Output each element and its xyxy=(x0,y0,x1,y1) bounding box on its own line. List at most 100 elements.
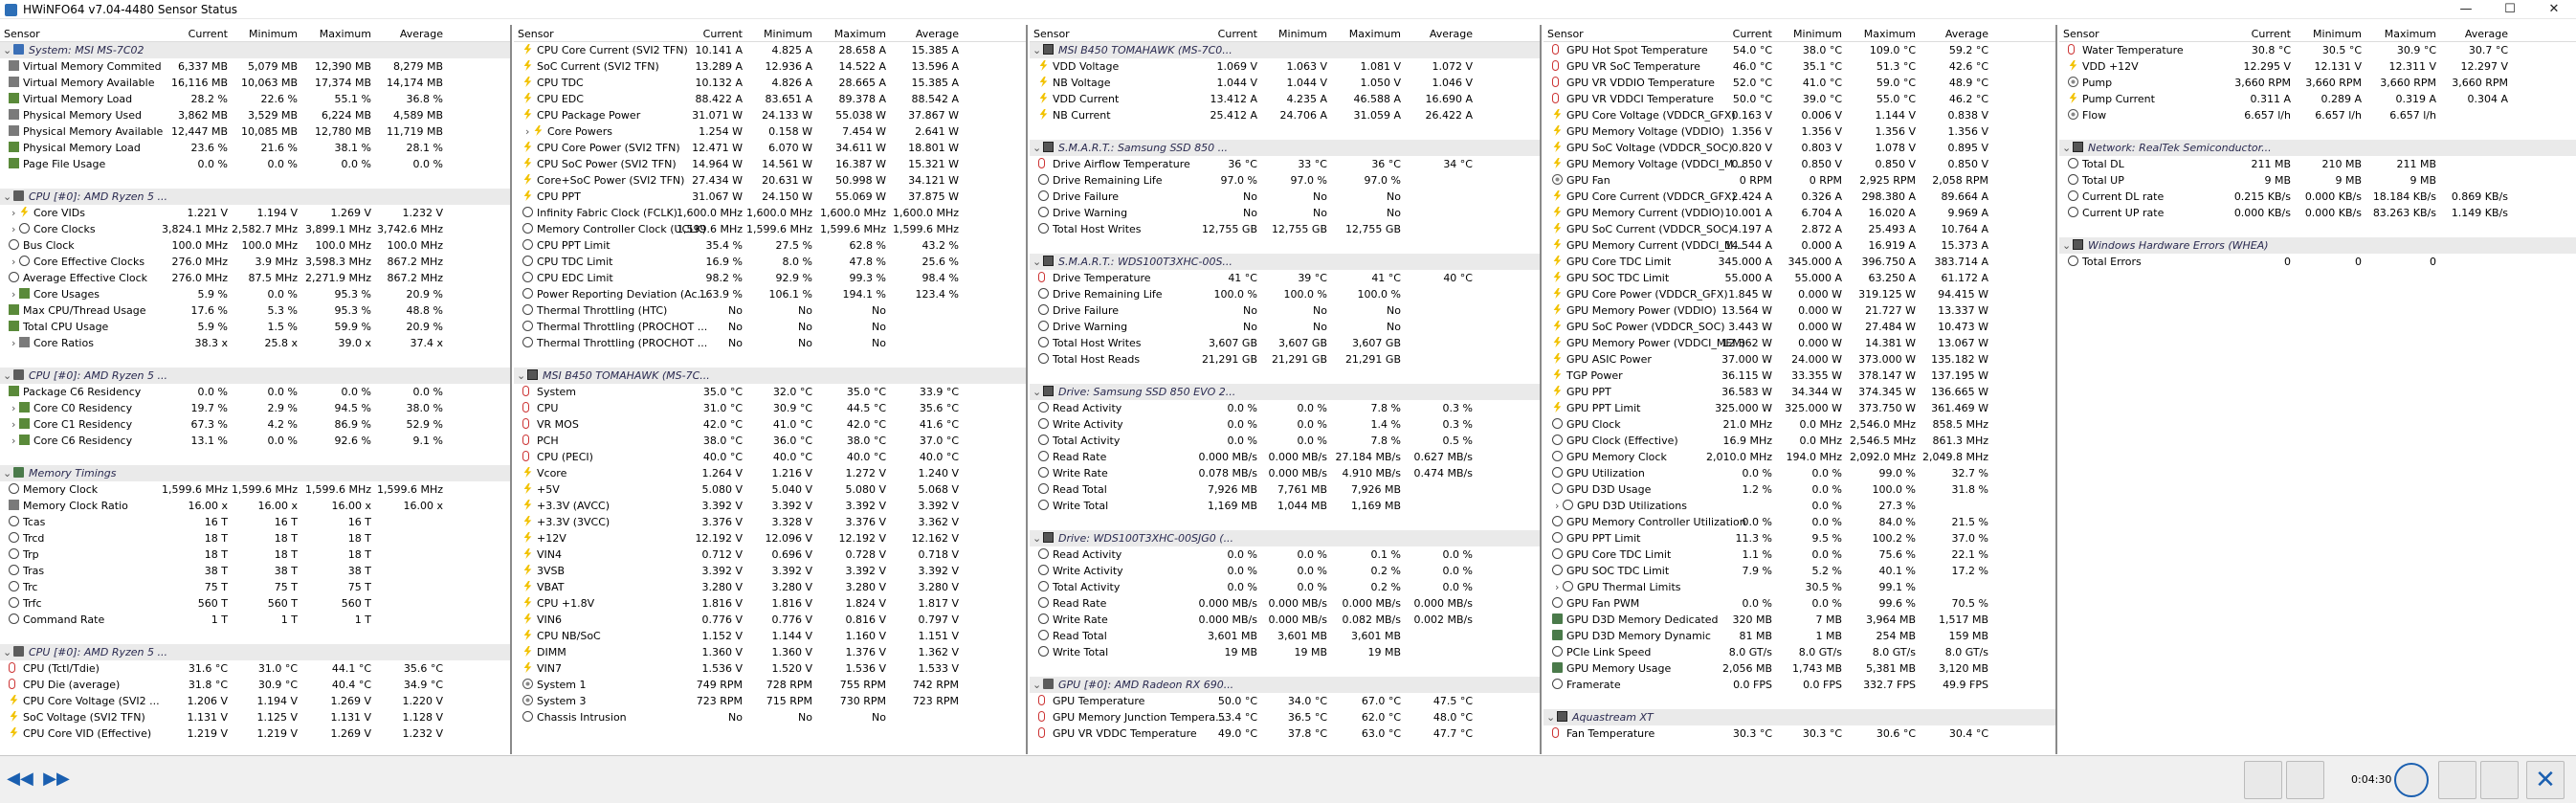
close-button[interactable]: ✕ xyxy=(2548,2,2560,16)
sensor-panel-4[interactable]: Sensor Current Minimum Maximum Average GPU Ho… xyxy=(1543,25,2057,754)
sensor-row[interactable]: GPU PPT 36.583 W 34.344 W 374.345 W 136.665 … xyxy=(1543,384,2055,400)
sensor-row[interactable]: Drive Warning No No No xyxy=(1030,205,1540,221)
sensor-row[interactable]: Write Activity 0.0 % 0.0 % 0.2 % 0.0 % xyxy=(1030,563,1540,579)
column-header-sensor[interactable]: Sensor xyxy=(518,28,554,40)
sensor-row[interactable]: Memory Clock Ratio 16.00 x 16.00 x 16.00 x 1… xyxy=(0,498,510,514)
sensor-group-header[interactable]: ⌄ Memory Timings xyxy=(0,465,510,481)
clock-icon[interactable] xyxy=(2394,763,2429,797)
sensor-row[interactable]: Read Activity 0.0 % 0.0 % 0.1 % 0.0 % xyxy=(1030,546,1540,563)
sensor-group-header[interactable]: ⌄ S.M.A.R.T.: WDS100T3XHC-00S... xyxy=(1030,254,1540,270)
sensor-row[interactable]: GPU SOC TDC Limit 7.9 % 5.2 % 40.1 % 17.2 % xyxy=(1543,563,2055,579)
collapse-chevron-icon[interactable]: ⌄ xyxy=(1033,256,1042,268)
sensor-row[interactable]: GPU Memory Power (VDDIO) 13.564 W 0.000 W 2… xyxy=(1543,302,2055,319)
sensor-row[interactable]: GPU Fan 0 RPM 0 RPM 2,925 RPM 2,058 RPM xyxy=(1543,172,2055,189)
sensor-row[interactable]: CPU EDC 88.422 A 83.651 A 89.378 A 88.542 A xyxy=(514,91,1026,107)
sensor-row[interactable]: CPU NB/SoC 1.152 V 1.144 V 1.160 V 1.151 V xyxy=(514,628,1026,644)
collapse-chevron-icon[interactable]: ⌄ xyxy=(1546,711,1556,724)
sensor-row[interactable]: Package C6 Residency 0.0 % 0.0 % 0.0 % 0.0 % xyxy=(0,384,510,400)
sensor-row[interactable]: GPU Clock (Effective) 16.9 MHz 0.0 MHz 2,54… xyxy=(1543,433,2055,449)
sensor-row[interactable]: Drive Warning No No No xyxy=(1030,319,1540,335)
sensor-row[interactable]: GPU Hot Spot Temperature 54.0 °C 38.0 °C 10… xyxy=(1543,42,2055,58)
column-header-sensor[interactable]: Sensor xyxy=(1033,28,1070,40)
expand-chevron-icon[interactable]: › xyxy=(525,125,530,138)
sensor-row[interactable]: Command Rate 1 T 1 T 1 T xyxy=(0,612,510,628)
column-header-average[interactable]: Average xyxy=(1944,28,1988,40)
sensor-row[interactable]: Read Total 7,926 MB 7,761 MB 7,926 MB xyxy=(1030,481,1540,498)
expand-chevron-icon[interactable]: › xyxy=(11,402,16,414)
sensor-row[interactable]: Page File Usage 0.0 % 0.0 % 0.0 % 0.0 % xyxy=(0,156,510,172)
sensor-row[interactable]: Read Total 3,601 MB 3,601 MB 3,601 MB xyxy=(1030,628,1540,644)
column-header-sensor[interactable]: Sensor xyxy=(1547,28,1584,40)
sensor-row[interactable]: VBAT 3.280 V 3.280 V 3.280 V 3.280 V xyxy=(514,579,1026,595)
sensor-group-header[interactable]: ⌄ System: MSI MS-7C02 xyxy=(0,42,510,58)
column-header-minimum[interactable]: Minimum xyxy=(1278,28,1327,40)
column-header-minimum[interactable]: Minimum xyxy=(2313,28,2362,40)
sensor-row[interactable]: Chassis Intrusion No No No xyxy=(514,709,1026,725)
sensor-row[interactable]: DIMM 1.360 V 1.360 V 1.376 V 1.362 V xyxy=(514,644,1026,660)
collapse-chevron-icon[interactable]: ⌄ xyxy=(2062,142,2072,154)
sensor-row[interactable]: Framerate 0.0 FPS 0.0 FPS 332.7 FPS 49.9 FPS xyxy=(1543,677,2055,693)
sensor-row[interactable]: › GPU Thermal Limits 30.5 % 99.1 % xyxy=(1543,579,2055,595)
collapse-chevron-icon[interactable]: ⌄ xyxy=(1033,386,1042,398)
collapse-chevron-icon[interactable]: ⌄ xyxy=(1033,44,1042,56)
sensor-row[interactable]: VIN4 0.712 V 0.696 V 0.728 V 0.718 V xyxy=(514,546,1026,563)
column-header-row[interactable]: Sensor Current Minimum Maximum Average xyxy=(0,25,510,42)
column-header-minimum[interactable]: Minimum xyxy=(1793,28,1842,40)
column-header-sensor[interactable]: Sensor xyxy=(4,28,40,40)
sensor-row[interactable]: CPU 31.0 °C 30.9 °C 44.5 °C 35.6 °C xyxy=(514,400,1026,416)
sensor-row[interactable]: GPU SOC TDC Limit 55.000 A 55.000 A 63.250 … xyxy=(1543,270,2055,286)
sensor-row[interactable]: GPU PPT Limit 325.000 W 325.000 W 373.750 W… xyxy=(1543,400,2055,416)
sensor-row[interactable]: PCIe Link Speed 8.0 GT/s 8.0 GT/s 8.0 GT/s 8… xyxy=(1543,644,2055,660)
sensor-row[interactable]: › Core VIDs 1.221 V 1.194 V 1.269 V 1.232 V xyxy=(0,205,510,221)
sensor-row[interactable]: CPU PPT 31.067 W 24.150 W 55.069 W 37.875 W xyxy=(514,189,1026,205)
column-header-maximum[interactable]: Maximum xyxy=(833,28,886,40)
sensor-row[interactable]: Trfc 560 T 560 T 560 T xyxy=(0,595,510,612)
collapse-chevron-icon[interactable]: ⌄ xyxy=(2062,239,2072,252)
sensor-row[interactable]: GPU Clock 21.0 MHz 0.0 MHz 2,546.0 MHz 858.5… xyxy=(1543,416,2055,433)
sensor-row[interactable]: › Core Effective Clocks 276.0 MHz 3.9 MHz 3,… xyxy=(0,254,510,270)
sensor-row[interactable]: System 35.0 °C 32.0 °C 35.0 °C 33.9 °C xyxy=(514,384,1026,400)
sensor-row[interactable]: +12V 12.192 V 12.096 V 12.192 V 12.162 V xyxy=(514,530,1026,546)
sensor-group-header[interactable]: ⌄ Aquastream XT xyxy=(1543,709,2055,725)
sensor-row[interactable]: Fan Temperature 30.3 °C 30.3 °C 30.6 °C 30.4… xyxy=(1543,725,2055,742)
sensor-row[interactable]: Total Host Writes 3,607 GB 3,607 GB 3,607 G… xyxy=(1030,335,1540,351)
sensor-row[interactable]: Write Total 19 MB 19 MB 19 MB xyxy=(1030,644,1540,660)
sensor-row[interactable]: Total Host Reads 21,291 GB 21,291 GB 21,291… xyxy=(1030,351,1540,368)
sensor-row[interactable]: › GPU D3D Utilizations 0.0 % 27.3 % xyxy=(1543,498,2055,514)
expand-chevron-icon[interactable]: › xyxy=(11,223,16,235)
sensor-row[interactable]: Max CPU/Thread Usage 17.6 % 5.3 % 95.3 % 48.… xyxy=(0,302,510,319)
sensor-row[interactable]: › Core Ratios 38.3 x 25.8 x 39.0 x 37.4 x xyxy=(0,335,510,351)
sensor-row[interactable]: GPU Memory Controller Utilization 0.0 % 0.… xyxy=(1543,514,2055,530)
column-header-row[interactable]: Sensor Current Minimum Maximum Average xyxy=(1543,25,2055,42)
sensor-row[interactable]: Write Rate 0.078 MB/s 0.000 MB/s 4.910 MB/s… xyxy=(1030,465,1540,481)
sensor-row[interactable]: Vcore 1.264 V 1.216 V 1.272 V 1.240 V xyxy=(514,465,1026,481)
sensor-row[interactable]: Infinity Fabric Clock (FCLK) 1,600.0 MHz 1… xyxy=(514,205,1026,221)
sensor-row[interactable]: VDD Voltage 1.069 V 1.063 V 1.081 V 1.072 V xyxy=(1030,58,1540,75)
sensor-row[interactable]: Total Activity 0.0 % 0.0 % 0.2 % 0.0 % xyxy=(1030,579,1540,595)
sensor-row[interactable]: GPU Core Current (VDDCR_GFX) 2.424 A 0.326… xyxy=(1543,189,2055,205)
sensor-row[interactable]: Physical Memory Available 12,447 MB 10,085… xyxy=(0,123,510,140)
column-header-minimum[interactable]: Minimum xyxy=(249,28,298,40)
sensor-row[interactable]: Drive Remaining Life 97.0 % 97.0 % 97.0 % xyxy=(1030,172,1540,189)
sensor-row[interactable]: Thermal Throttling (HTC) No No No xyxy=(514,302,1026,319)
sensor-row[interactable]: GPU D3D Memory Dynamic 81 MB 1 MB 254 MB 159… xyxy=(1543,628,2055,644)
sensor-row[interactable]: GPU Memory Current (VDDCI_M... 14.544 A 0.… xyxy=(1543,237,2055,254)
sensor-row[interactable]: Virtual Memory Commited 6,337 MB 5,079 MB 1… xyxy=(0,58,510,75)
expand-chevron-icon[interactable]: › xyxy=(1555,581,1560,593)
sensor-row[interactable]: GPU Memory Usage 2,056 MB 1,743 MB 5,381 MB… xyxy=(1543,660,2055,677)
sensor-row[interactable]: Read Rate 0.000 MB/s 0.000 MB/s 0.000 MB/s 0… xyxy=(1030,595,1540,612)
column-header-row[interactable]: Sensor Current Minimum Maximum Average xyxy=(2059,25,2576,42)
close-sensors-icon[interactable]: ✕ xyxy=(2526,761,2565,799)
sensor-row[interactable]: CPU (PECI) 40.0 °C 40.0 °C 40.0 °C 40.0 °C xyxy=(514,449,1026,465)
sensor-row[interactable]: Tras 38 T 38 T 38 T xyxy=(0,563,510,579)
expand-chevron-icon[interactable]: › xyxy=(11,288,16,301)
sensor-row[interactable]: GPU Core Voltage (VDDCR_GFX) 0.163 V 0.006… xyxy=(1543,107,2055,123)
sensor-row[interactable]: PCH 38.0 °C 36.0 °C 38.0 °C 37.0 °C xyxy=(514,433,1026,449)
sensor-row[interactable]: Total Errors 0 0 0 xyxy=(2059,254,2576,270)
sensor-row[interactable]: Drive Temperature 41 °C 39 °C 41 °C 40 °C xyxy=(1030,270,1540,286)
sensor-row[interactable]: Write Activity 0.0 % 0.0 % 1.4 % 0.3 % xyxy=(1030,416,1540,433)
sensor-row[interactable]: Read Rate 0.000 MB/s 0.000 MB/s 27.184 MB/s… xyxy=(1030,449,1540,465)
sensor-row[interactable]: Virtual Memory Available 16,116 MB 10,063 … xyxy=(0,75,510,91)
sensor-row[interactable]: SoC Current (SVI2 TFN) 13.289 A 12.936 A 14… xyxy=(514,58,1026,75)
sensor-row[interactable]: GPU Memory Current (VDDIO) 10.001 A 6.704 … xyxy=(1543,205,2055,221)
